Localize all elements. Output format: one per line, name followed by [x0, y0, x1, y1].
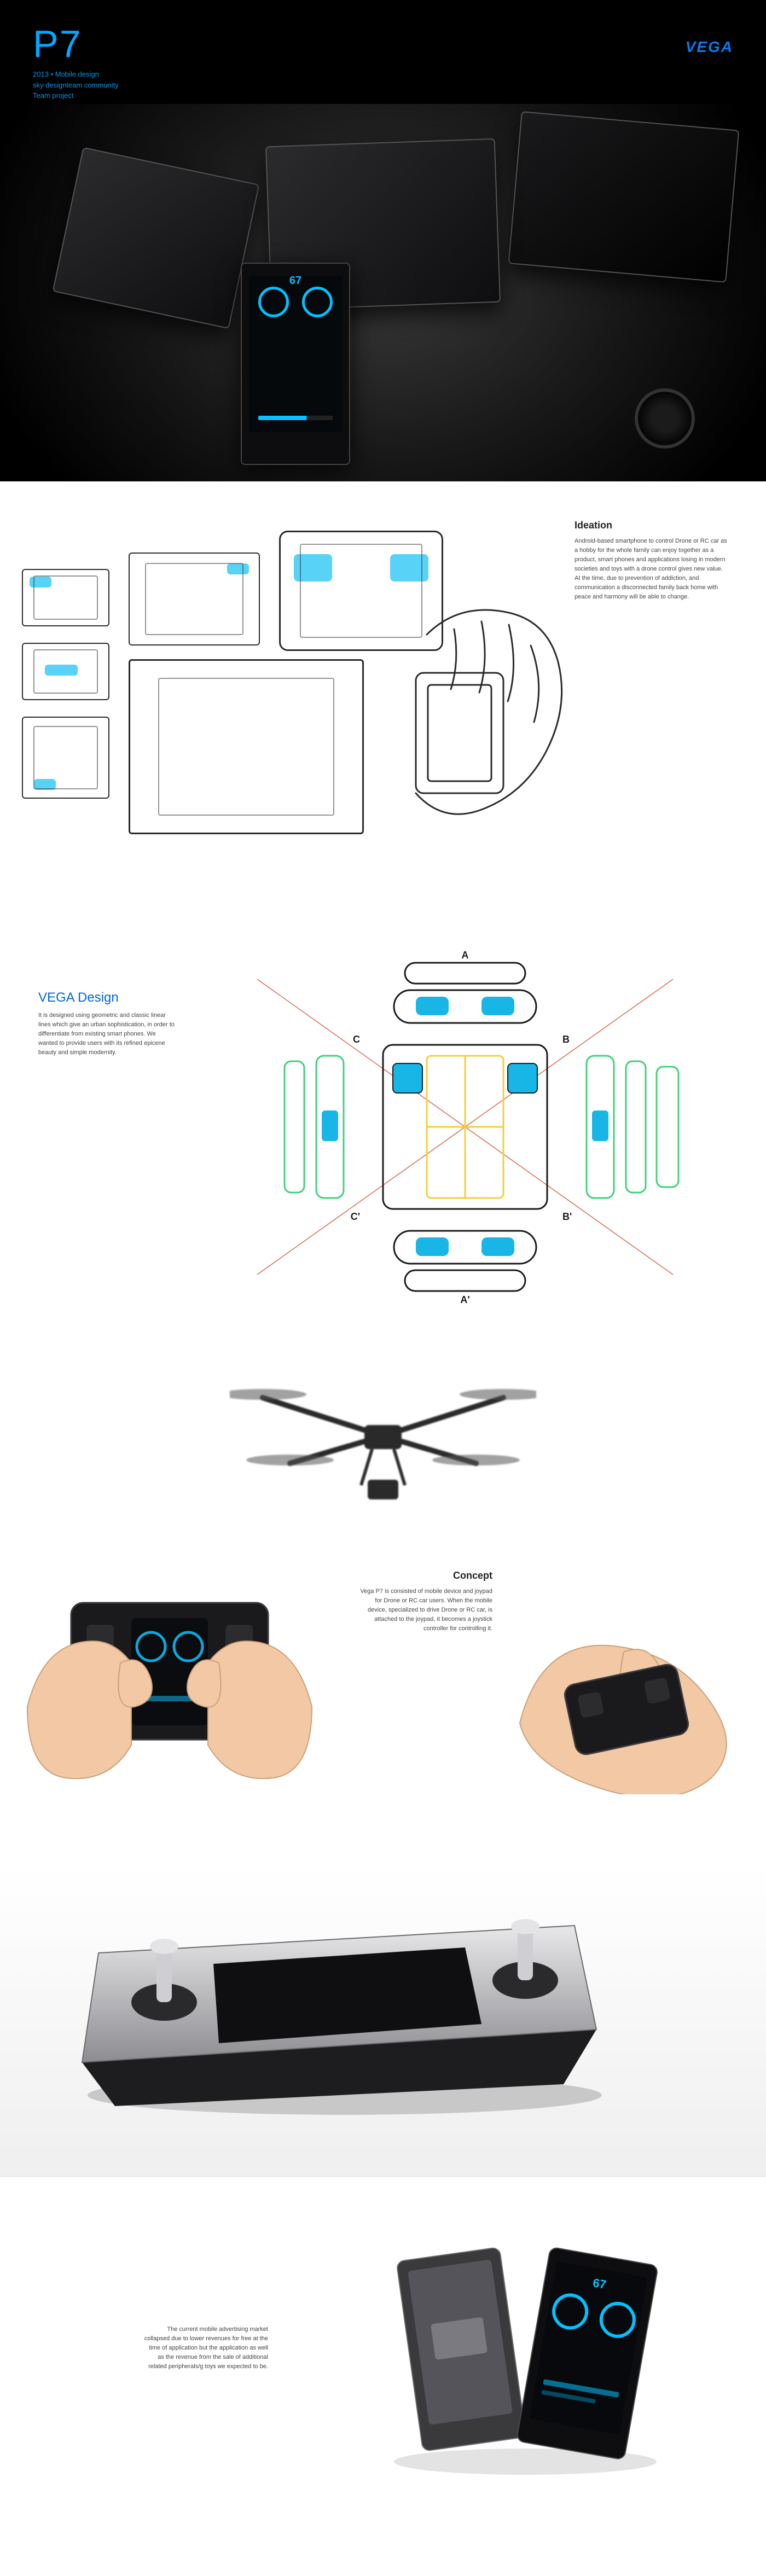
ideation-text-block: Ideation Android-based smartphone to con…: [574, 520, 728, 602]
sketch-main: [129, 659, 364, 834]
sketch-hand: [394, 596, 574, 826]
meta-line: Team project: [33, 90, 733, 101]
project-meta: 2013 • Mobile design sky designteam comm…: [33, 69, 733, 101]
hero-header-band: P7 2013 • Mobile design sky designteam c…: [0, 0, 766, 104]
exploded-diagram: A A' B B' C C': [219, 946, 711, 1307]
vega-design-section: VEGA Design It is designed using geometr…: [0, 908, 766, 1346]
sketch-thumb: [22, 717, 109, 799]
brand-logo: VEGA: [686, 38, 733, 56]
meta-line: sky designteam community: [33, 80, 733, 91]
sketch-thumb: [22, 569, 109, 626]
label-a: A: [462, 950, 469, 961]
label-a1: A': [460, 1294, 469, 1305]
section-body: The current mobile advertising market co…: [142, 2325, 268, 2371]
section-title: Concept: [356, 1570, 492, 1581]
project-title: P7: [33, 22, 733, 66]
section-title: VEGA Design: [38, 990, 175, 1005]
footer-text-block: The current mobile advertising market co…: [142, 2325, 268, 2371]
sketch-area: [22, 563, 574, 886]
hero-section: P7 2013 • Mobile design sky designteam c…: [0, 0, 766, 481]
section-body: It is designed using geometric and class…: [38, 1011, 175, 1057]
concept-section: Concept Vega P7 is consisted of mobile d…: [0, 1537, 766, 1822]
drone-section: [0, 1346, 766, 1537]
device-camera: [508, 111, 740, 283]
dial-icon: [302, 287, 333, 317]
label-c1: C': [351, 1211, 360, 1222]
meta-line: 2013 • Mobile design: [33, 69, 733, 80]
phone-pair-render: 67: [361, 2221, 678, 2484]
dial-icon: [258, 287, 289, 317]
render-section: [0, 1822, 766, 2177]
sketch-thumb: [129, 553, 260, 646]
screen-readout: 67: [248, 275, 343, 287]
hero-photo: 67: [0, 104, 766, 481]
progress-bar: [258, 416, 333, 420]
device-phone: 67: [241, 263, 350, 465]
vega-text-block: VEGA Design It is designed using geometr…: [38, 990, 175, 1057]
concept-text-block: Concept Vega P7 is consisted of mobile d…: [356, 1570, 492, 1633]
label-b1: B': [562, 1211, 572, 1222]
lens-cap: [635, 388, 695, 449]
drone-image: [230, 1370, 536, 1513]
phone-screen: 67: [248, 276, 343, 432]
label-b: B: [562, 1034, 570, 1045]
sketch-thumb: [22, 643, 109, 700]
ideation-section: Ideation Android-based smartphone to con…: [0, 481, 766, 908]
device-joypad-left: [53, 147, 260, 329]
joypad-render: [49, 1887, 624, 2117]
section-body: Android-based smartphone to control Dron…: [574, 537, 728, 602]
footer-section: The current mobile advertising market co…: [0, 2177, 766, 2516]
section-body: Vega P7 is consisted of mobile device an…: [356, 1587, 492, 1633]
hands-holding-joypad: [22, 1570, 317, 1789]
label-c: C: [353, 1034, 360, 1045]
hand-holding-mini-joypad: [498, 1614, 744, 1794]
section-title: Ideation: [574, 520, 728, 531]
screen-readout: 67: [592, 2276, 607, 2292]
